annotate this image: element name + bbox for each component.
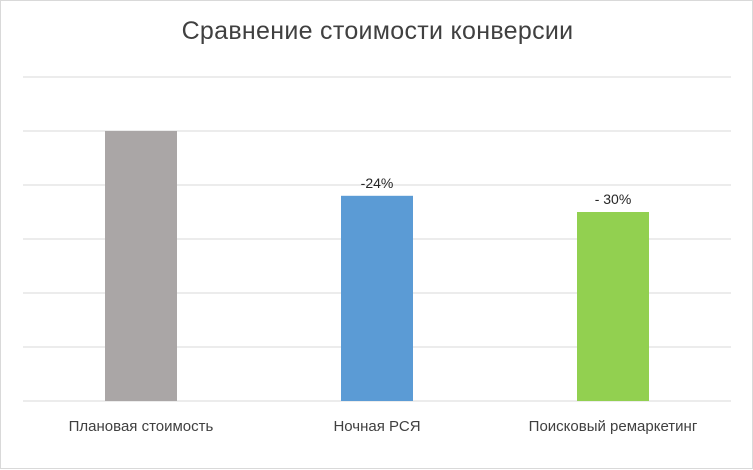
category-label: Поисковый ремаркетинг <box>529 418 698 435</box>
bars <box>105 131 649 401</box>
bar-1 <box>105 131 177 401</box>
chart-title: Сравнение стоимости конверсии <box>181 17 574 45</box>
bar-2 <box>341 195 413 401</box>
bar-3 <box>577 212 649 401</box>
labels: Плановая стоимость Ночная РСЯ -24% Поисковы… <box>69 175 698 435</box>
category-label: Ночная РСЯ <box>333 418 420 435</box>
data-label: - 30% <box>595 191 632 207</box>
category-label: Плановая стоимость <box>69 418 214 435</box>
data-label: -24% <box>361 175 394 191</box>
